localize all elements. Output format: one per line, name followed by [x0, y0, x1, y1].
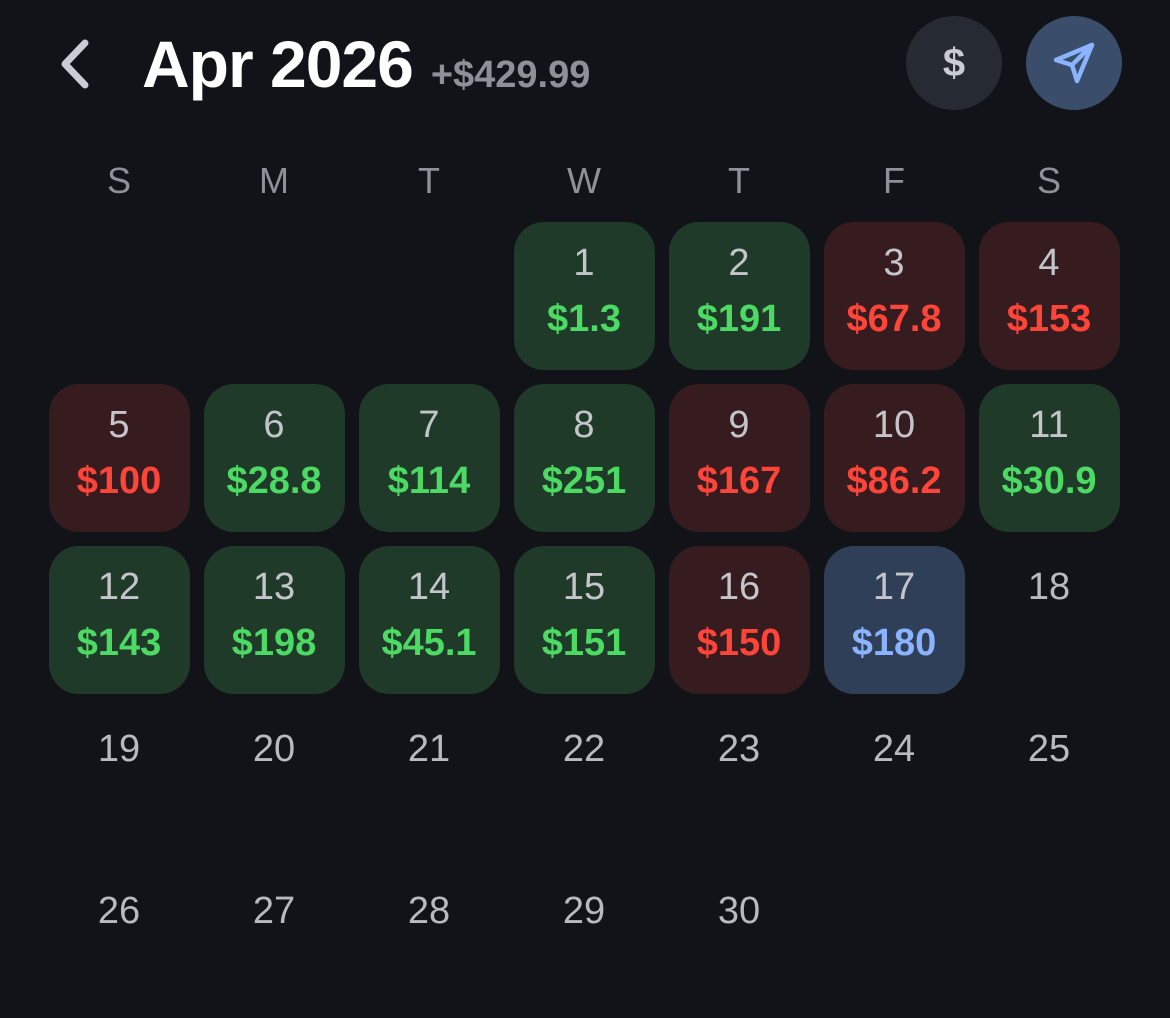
day-number: 16 — [717, 566, 761, 608]
day-cell-27[interactable]: 27 — [204, 870, 345, 1018]
paper-plane-icon — [1053, 42, 1095, 84]
month-total: +$429.99 — [430, 54, 591, 96]
day-cell-21[interactable]: 21 — [359, 708, 500, 856]
weekday-label: S — [1036, 160, 1061, 201]
day-number: 22 — [562, 728, 606, 770]
day-number: 26 — [97, 890, 141, 932]
day-cell-4[interactable]: 4 $153 — [978, 222, 1120, 370]
day-amount: $167 — [696, 460, 782, 502]
weekday-label: S — [106, 160, 131, 201]
day-number: 29 — [562, 890, 606, 932]
day-number: 18 — [1027, 566, 1071, 608]
day-amount: $150 — [696, 622, 782, 664]
day-number: 1 — [573, 242, 595, 284]
day-cell-24[interactable]: 24 — [824, 708, 965, 856]
day-number: 24 — [872, 728, 916, 770]
send-button[interactable] — [1026, 16, 1122, 110]
chevron-left-icon — [61, 39, 89, 89]
day-number: 25 — [1027, 728, 1071, 770]
day-number: 8 — [573, 404, 595, 446]
day-number: 30 — [717, 890, 761, 932]
day-cell-3[interactable]: 3 $67.8 — [823, 222, 965, 370]
day-amount: $28.8 — [226, 460, 322, 502]
day-number: 14 — [407, 566, 451, 608]
day-amount: $67.8 — [846, 298, 942, 340]
day-cell-8[interactable]: 8 $251 — [513, 384, 655, 532]
day-cell-25[interactable]: 25 — [979, 708, 1120, 856]
day-cell-11[interactable]: 11 $30.9 — [978, 384, 1120, 532]
day-number: 10 — [872, 404, 916, 446]
currency-button[interactable]: $ — [906, 16, 1002, 110]
calendar-header: Apr 2026 +$429.99 $ — [0, 0, 1170, 140]
day-amount: $143 — [76, 622, 162, 664]
day-number: 17 — [872, 566, 916, 608]
day-number: 2 — [728, 242, 750, 284]
day-number: 9 — [728, 404, 750, 446]
dollar-icon: $ — [942, 40, 966, 85]
day-number: 7 — [418, 404, 440, 446]
day-cell-26[interactable]: 26 — [49, 870, 190, 1018]
day-number: 3 — [883, 242, 905, 284]
weekday-label: W — [567, 160, 601, 201]
day-amount: $86.2 — [846, 460, 942, 502]
day-cell-23[interactable]: 23 — [669, 708, 810, 856]
day-number: 20 — [252, 728, 296, 770]
day-number: 5 — [108, 404, 130, 446]
day-cell-14[interactable]: 14 $45.1 — [358, 546, 500, 694]
day-cell-12[interactable]: 12 $143 — [48, 546, 190, 694]
day-number: 28 — [407, 890, 451, 932]
day-cell-9[interactable]: 9 $167 — [668, 384, 810, 532]
day-cell-20[interactable]: 20 — [204, 708, 345, 856]
day-amount: $180 — [851, 622, 937, 664]
weekday-label: T — [728, 160, 750, 201]
weekday-label: F — [883, 160, 905, 201]
day-cell-17[interactable]: 17 $180 — [823, 546, 965, 694]
day-cell-16[interactable]: 16 $150 — [668, 546, 810, 694]
title-group: Apr 2026 +$429.99 — [142, 26, 590, 102]
day-number: 4 — [1038, 242, 1060, 284]
day-cell-1[interactable]: 1 $1.3 — [513, 222, 655, 370]
day-amount: $114 — [387, 460, 471, 502]
day-cell-19[interactable]: 19 — [49, 708, 190, 856]
day-amount: $198 — [231, 622, 317, 664]
day-cell-29[interactable]: 29 — [514, 870, 655, 1018]
weekday-label: T — [418, 160, 440, 201]
day-amount: $30.9 — [1001, 460, 1097, 502]
day-number: 12 — [97, 566, 141, 608]
day-cell-13[interactable]: 13 $198 — [203, 546, 345, 694]
day-amount: $151 — [541, 622, 627, 664]
day-cell-7[interactable]: 7 $114 — [358, 384, 500, 532]
day-cell-28[interactable]: 28 — [359, 870, 500, 1018]
day-cell-18[interactable]: 18 — [979, 546, 1120, 694]
day-amount: $100 — [76, 460, 162, 502]
day-number: 27 — [252, 890, 296, 932]
day-cell-2[interactable]: 2 $191 — [668, 222, 810, 370]
day-amount: $251 — [541, 460, 627, 502]
day-cell-22[interactable]: 22 — [514, 708, 655, 856]
day-cell-5[interactable]: 5 $100 — [48, 384, 190, 532]
day-number: 6 — [263, 404, 285, 446]
day-amount: $153 — [1006, 298, 1092, 340]
day-number: 19 — [97, 728, 141, 770]
day-cell-6[interactable]: 6 $28.8 — [203, 384, 345, 532]
day-amount: $45.1 — [381, 622, 477, 664]
day-number: 21 — [407, 728, 451, 770]
day-number: 15 — [562, 566, 606, 608]
day-cell-10[interactable]: 10 $86.2 — [823, 384, 965, 532]
weekday-label: M — [259, 160, 289, 201]
day-number: 11 — [1029, 404, 1069, 446]
back-button[interactable] — [50, 36, 98, 92]
day-amount: $191 — [696, 298, 782, 340]
day-number: 13 — [252, 566, 296, 608]
month-title[interactable]: Apr 2026 — [142, 27, 414, 101]
calendar-grid: 1 $1.3 2 $191 3 $67.8 4 $153 5 $100 6 $28.8 7 $114 8 $2… — [48, 222, 1120, 932]
day-cell-15[interactable]: 15 $151 — [513, 546, 655, 694]
day-number: 23 — [717, 728, 761, 770]
day-amount: $1.3 — [547, 298, 621, 340]
day-cell-30[interactable]: 30 — [669, 870, 810, 1018]
